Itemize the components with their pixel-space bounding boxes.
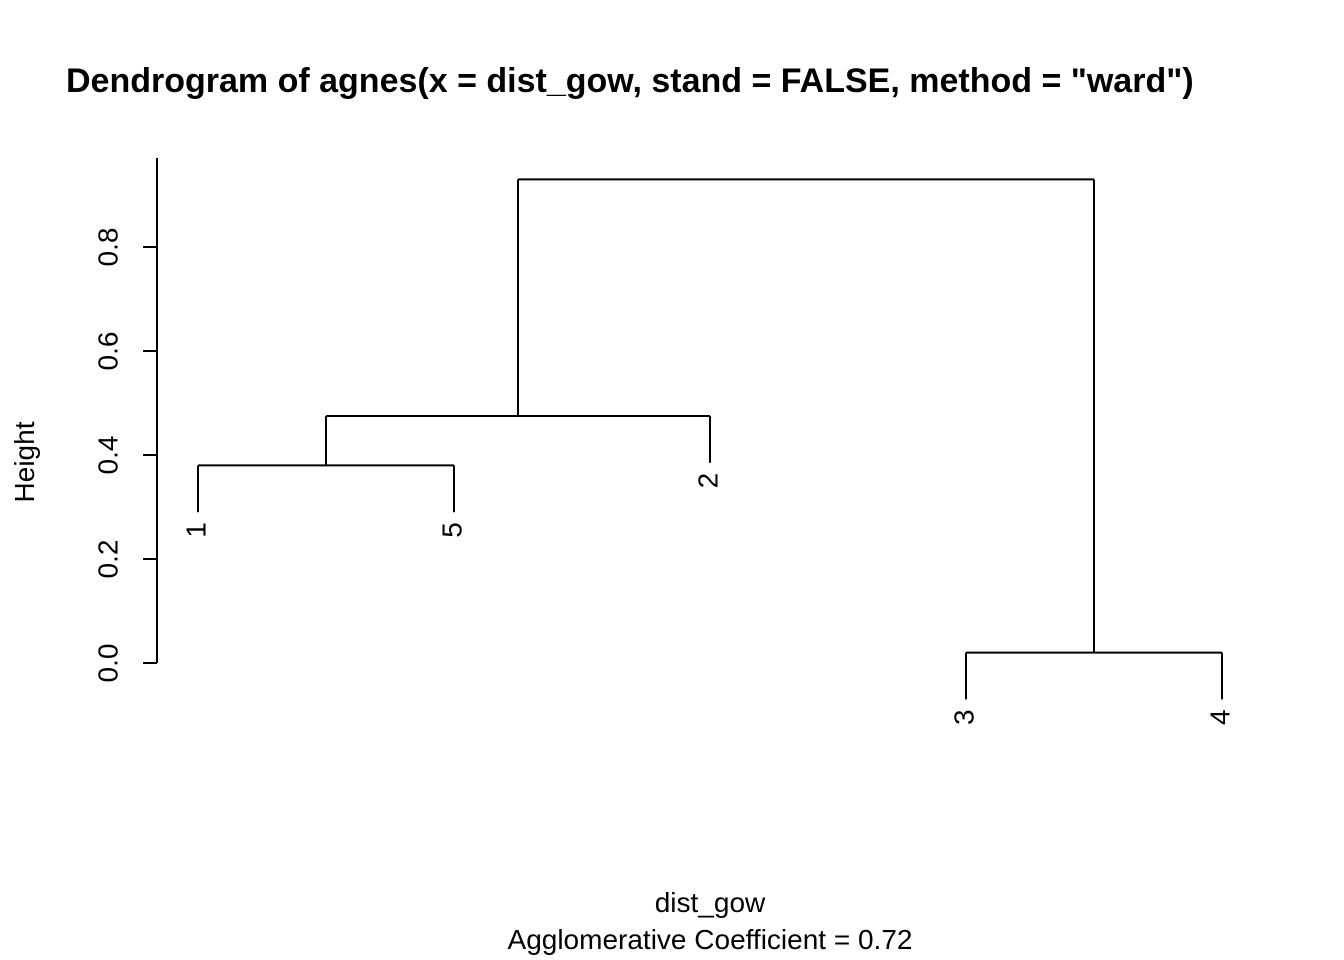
- leaf-label: 3: [948, 709, 979, 725]
- y-tick-label: 0.4: [92, 436, 123, 475]
- agglomerative-coefficient-label: Agglomerative Coefficient = 0.72: [508, 924, 913, 955]
- y-tick-label: 0.2: [92, 540, 123, 579]
- leaf-label: 5: [436, 522, 467, 538]
- leaf-label: 2: [692, 473, 723, 489]
- y-tick-label: 0.6: [92, 332, 123, 371]
- y-tick-label: 0.0: [92, 644, 123, 683]
- leaf-labels: 1 5 2 3 4: [180, 473, 1235, 725]
- y-axis: 0.0 0.2 0.4 0.6 0.8: [92, 158, 158, 683]
- leaf-label: 1: [180, 522, 211, 538]
- dendrogram-tree: [197, 178, 1223, 700]
- chart-title: Dendrogram of agnes(x = dist_gow, stand …: [66, 62, 1194, 100]
- x-axis-label: dist_gow: [655, 887, 766, 918]
- y-tick-label: 0.8: [92, 228, 123, 267]
- y-axis-label: Height: [9, 421, 40, 502]
- leaf-label: 4: [1204, 709, 1235, 725]
